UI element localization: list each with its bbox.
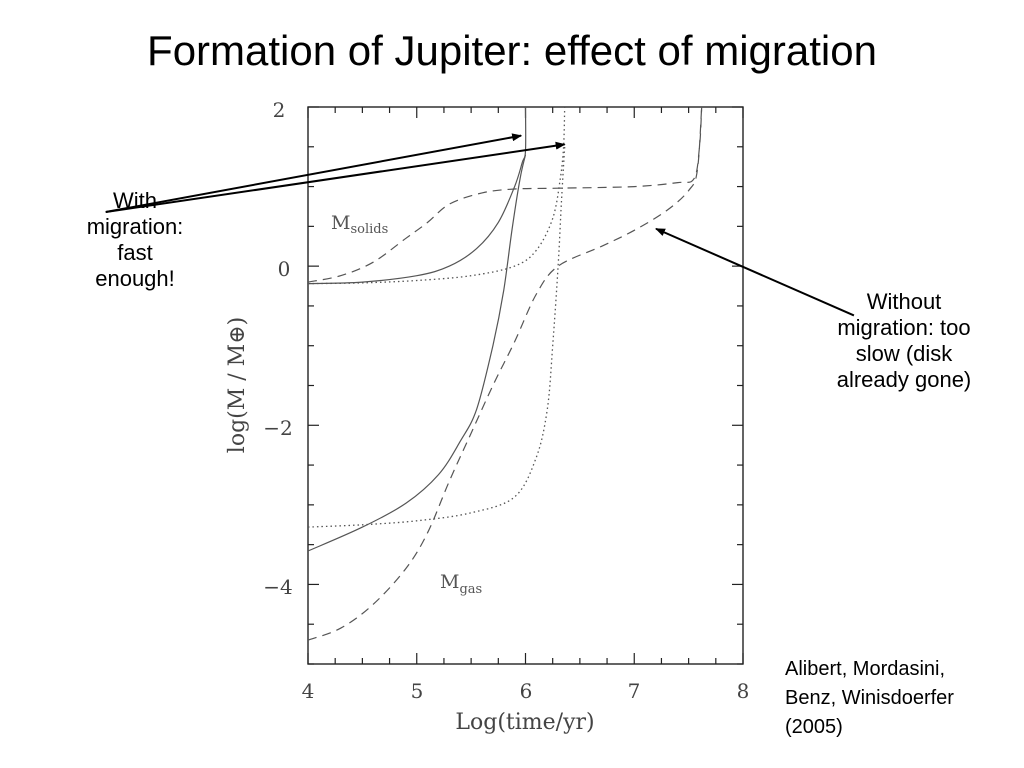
series-line-dotted [307, 106, 566, 285]
annotation-arrows [105, 133, 855, 317]
label-m-solids-sub: solids [350, 222, 388, 237]
annotation-arrow [105, 133, 523, 214]
slide-title: Formation of Jupiter: effect of migratio… [147, 27, 877, 74]
citation-line: Alibert, Mordasini, [785, 658, 946, 680]
y-tick-label: 2 [273, 98, 286, 122]
plot-frame [307, 106, 744, 665]
annotation-arrow [655, 227, 855, 317]
annotation-arrow [105, 141, 566, 214]
label-m-gas-main: M [440, 571, 459, 593]
series-line-solid [307, 106, 527, 285]
label-m-solids: Msolids [331, 212, 388, 237]
axis-ticks [307, 106, 744, 665]
series-line-dotted [307, 146, 566, 528]
series-line-dashed [307, 106, 703, 283]
annotation-line: already gone) [836, 367, 972, 392]
annotation-line: Without [866, 289, 942, 314]
x-tick-label: 4 [302, 679, 315, 703]
series-line-dashed [307, 106, 703, 641]
annotation-line: slow (disk [855, 341, 953, 366]
y-tick-label: 0 [278, 257, 291, 281]
x-tick-label: 5 [411, 679, 424, 703]
citation: Alibert, Mordasini, Benz, Winisdoerfer (… [785, 655, 1015, 742]
chart-lines [307, 106, 703, 641]
annotation-line: fast [117, 240, 153, 265]
annotation-without-migration: Without migration: too slow (disk alread… [800, 289, 1008, 393]
annotation-line: migration: too [837, 315, 971, 340]
x-axis-label: Log(time/yr) [455, 710, 594, 735]
citation-line: Benz, Winisdoerfer [785, 687, 954, 709]
annotation-with-migration: With migration: fast enough! [60, 188, 210, 292]
label-m-gas: Mgas [440, 571, 482, 597]
x-tick-label: 7 [628, 679, 641, 703]
x-tick-label: 6 [520, 679, 533, 703]
citation-line: (2005) [785, 716, 843, 738]
annotation-line: migration: [86, 214, 184, 239]
label-m-gas-sub: gas [459, 582, 482, 597]
annotation-line: enough! [95, 266, 175, 291]
label-m-solids-main: M [331, 212, 350, 234]
y-axis-label: log(M / M⊕) [225, 317, 250, 453]
y-tick-label: −4 [263, 575, 292, 599]
y-tick-label: −2 [263, 416, 292, 440]
series-line-solid [307, 154, 527, 552]
x-tick-label: 8 [737, 679, 750, 703]
annotation-line: With [113, 188, 157, 213]
